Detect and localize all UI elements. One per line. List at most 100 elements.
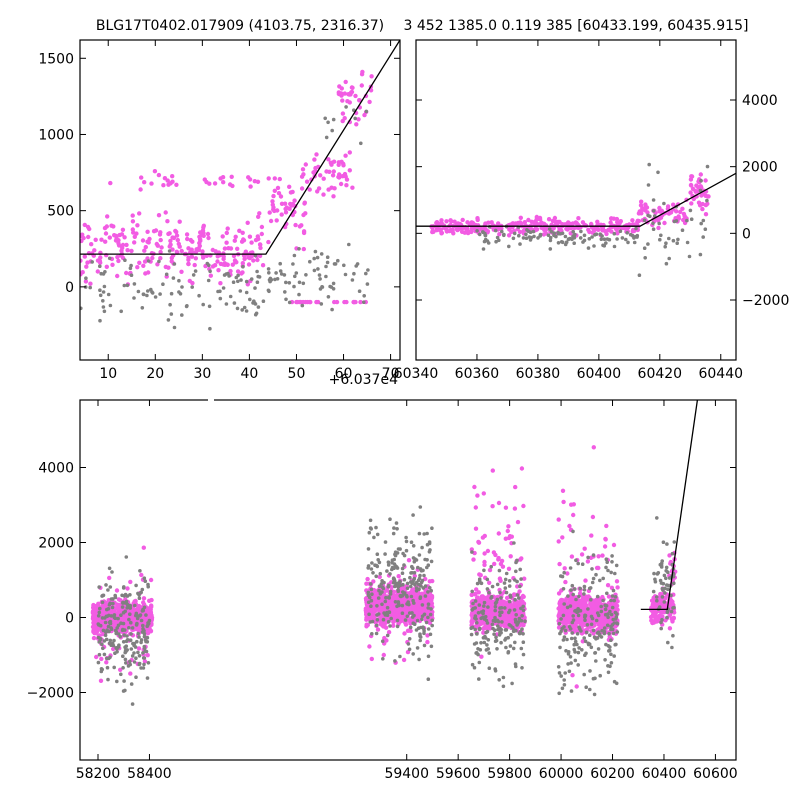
magenta-data-point [669,598,674,603]
gray-data-point [324,274,328,279]
magenta-data-point [479,654,484,659]
gray-data-point [291,262,295,266]
gray-data-point [105,628,109,632]
gray-data-point [325,255,330,259]
magenta-data-point [299,174,305,179]
magenta-data-point [480,535,486,540]
gray-data-point [493,228,498,233]
magenta-data-point [509,534,514,539]
gray-data-point [319,252,324,256]
magenta-data-point [148,628,154,634]
gray-data-point [601,243,605,248]
gray-data-point [400,611,405,615]
magenta-data-point [186,255,191,260]
gray-data-point [124,649,128,654]
gray-data-point [409,594,414,599]
magenta-data-point [497,576,503,581]
gray-data-point [368,620,373,624]
gray-data-point [121,654,125,658]
magenta-data-point [515,519,521,525]
magenta-data-point [382,607,387,612]
magenta-data-point [124,242,129,248]
gray-data-point [125,602,130,607]
gray-data-point [364,109,369,114]
gray-data-point [145,293,149,298]
magenta-data-point [689,174,694,179]
gray-data-point [102,652,107,657]
magenta-data-point [476,590,481,595]
gray-data-point [592,244,596,248]
gray-data-point [103,633,108,638]
gray-data-point [482,568,486,573]
magenta-data-point [114,588,120,593]
gray-data-point [479,641,483,645]
gray-data-point [353,116,358,121]
gray-data-point [628,232,633,237]
gray-data-point [519,646,524,651]
magenta-data-point [237,228,242,233]
magenta-data-point [115,611,120,616]
gray-data-point [599,237,604,241]
magenta-data-point [140,238,146,243]
gray-data-point [386,560,391,564]
gray-data-point [141,651,145,655]
magenta-data-point [91,628,96,633]
gray-data-point [121,586,126,590]
magenta-data-point [141,545,146,550]
y-tick-label: 500 [47,204,74,220]
gray-data-point [112,638,116,643]
magenta-data-point [560,488,566,493]
magenta-data-point [600,553,605,558]
gray-data-point [501,684,506,689]
gray-data-point [610,560,614,564]
magenta-data-point [680,206,685,211]
gray-data-point [370,561,374,565]
magenta-data-point [235,269,241,274]
magenta-data-point [259,224,265,230]
gray-data-point [428,586,432,590]
magenta-data-point [529,219,534,224]
magenta-data-point [668,210,674,215]
magenta-data-point [278,194,284,199]
gray-data-point [523,619,527,623]
x-tick-label: 60440 [698,366,743,382]
gray-data-point [418,505,423,509]
magenta-data-point [521,228,526,233]
magenta-data-point [412,609,417,614]
gray-data-point [282,273,287,277]
gray-data-point [239,278,243,282]
gray-data-point [620,236,625,240]
magenta-data-point [347,168,352,173]
gray-data-point [421,586,426,590]
magenta-data-point [362,112,367,118]
magenta-data-point [215,254,220,259]
gray-data-point [201,302,205,307]
gray-data-point [134,656,138,660]
gray-data-point [127,626,131,630]
magenta-data-point [518,215,523,220]
gray-data-point [476,647,480,651]
gray-data-point [520,614,524,618]
gray-data-point [395,527,399,531]
gray-data-point [698,188,703,193]
magenta-data-point [576,216,581,221]
magenta-data-point [158,256,163,261]
magenta-data-point [580,220,586,225]
magenta-data-point [139,175,144,180]
magenta-data-point [658,614,664,619]
magenta-data-point [146,240,151,245]
magenta-data-point [557,599,563,605]
magenta-data-point [369,74,374,79]
magenta-data-point [232,238,237,243]
gray-data-point [383,552,387,556]
magenta-data-point [142,248,147,253]
magenta-data-point [535,216,540,221]
magenta-data-point [153,228,159,233]
magenta-data-point [520,601,526,606]
gray-data-point [405,581,410,586]
gray-data-point [274,271,278,275]
gray-data-point [292,253,297,258]
gray-data-point [405,594,409,599]
gray-data-point [107,256,112,261]
